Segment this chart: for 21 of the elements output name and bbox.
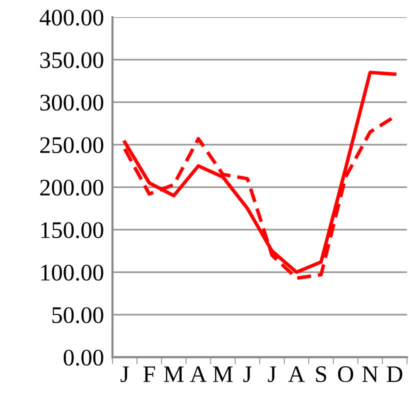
x-tick-label: D xyxy=(386,366,402,382)
y-tick-label: 200.00 xyxy=(40,180,104,196)
y-tick-label: 100.00 xyxy=(41,264,104,281)
x-tick-label: S xyxy=(316,366,326,382)
x-tick-label: M xyxy=(164,366,184,382)
x-tick-label: J xyxy=(268,366,276,382)
y-tick-label: 50.00 xyxy=(52,307,104,324)
x-tick-label: M xyxy=(213,366,233,382)
y-tick-label: 400.00 xyxy=(40,10,104,26)
x-tick-label: J xyxy=(243,366,252,382)
y-tick-label: 250.00 xyxy=(40,137,104,154)
x-tick-label: N xyxy=(362,366,378,382)
y-tick-label: 150.00 xyxy=(41,222,104,238)
y-tick-label: 0.00 xyxy=(64,350,104,366)
y-tick-label: 300.00 xyxy=(40,94,104,111)
y-tick-label: 350.00 xyxy=(40,52,104,68)
x-tick-label: A xyxy=(190,366,207,382)
x-tick-label: O xyxy=(338,366,354,382)
x-tick-label: A xyxy=(288,366,305,382)
x-tick-label: J xyxy=(120,366,129,382)
x-tick-label: F xyxy=(143,366,155,382)
